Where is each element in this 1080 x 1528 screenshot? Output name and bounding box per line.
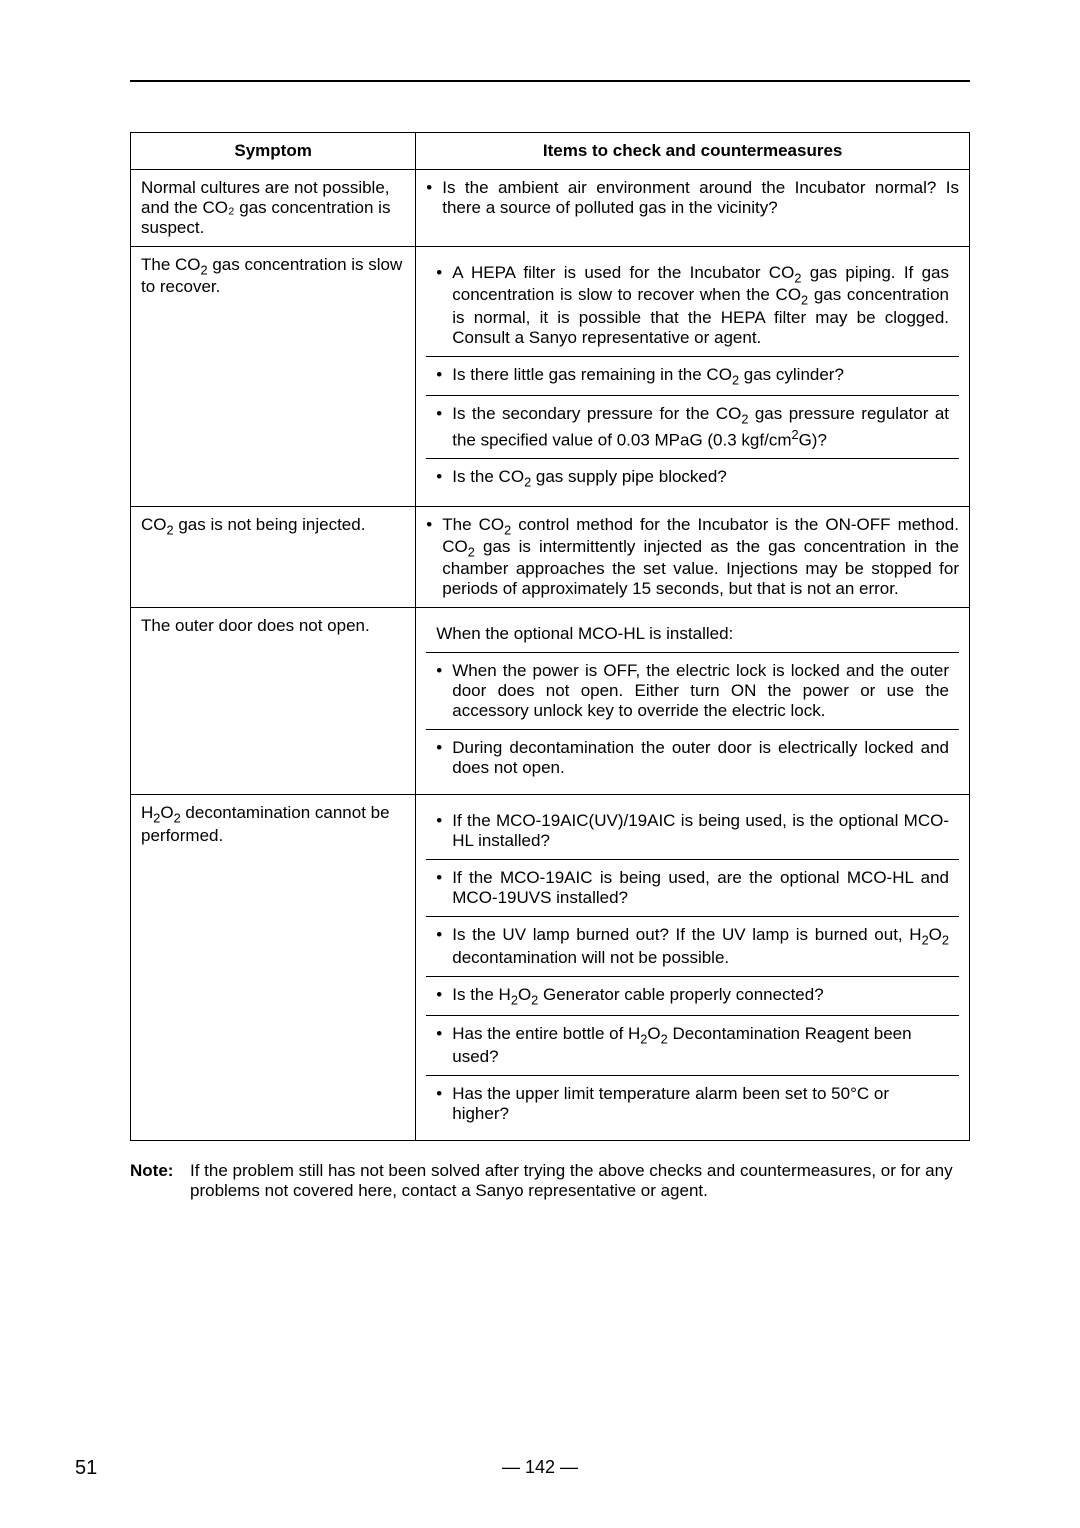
symptom-cell: Normal cultures are not possible, and th…: [131, 170, 416, 247]
items-text: When the optional MCO-HL is installed:: [426, 616, 959, 653]
items-cell: •Is the ambient air environment around t…: [416, 170, 970, 247]
troubleshooting-table: Symptom Items to check and countermeasur…: [130, 132, 970, 1141]
note-text: If the problem still has not been solved…: [190, 1161, 970, 1201]
symptom-cell: H2O2 decontamination cannot be performed…: [131, 795, 416, 1140]
header-items: Items to check and countermeasures: [416, 133, 970, 170]
page-number-left: 51: [75, 1457, 97, 1480]
table-row: The outer door does not open. When the o…: [131, 608, 970, 795]
symptom-cell: The CO2 gas concentration is slow to rec…: [131, 247, 416, 507]
table-row: The CO2 gas concentration is slow to rec…: [131, 247, 970, 507]
top-rule: [130, 80, 970, 82]
table-row: H2O2 decontamination cannot be performed…: [131, 795, 970, 1140]
items-cell: When the optional MCO-HL is installed: •…: [416, 608, 970, 795]
items-cell: •The CO2 control method for the Incubato…: [416, 506, 970, 608]
table-row: CO2 gas is not being injected. •The CO2 …: [131, 506, 970, 608]
page-number-center: — 142 —: [0, 1457, 1080, 1478]
footer: 51 — 142 —: [0, 1457, 1080, 1478]
symptom-cell: The outer door does not open.: [131, 608, 416, 795]
note-label: Note:: [130, 1161, 190, 1201]
header-symptom: Symptom: [131, 133, 416, 170]
table-row: Normal cultures are not possible, and th…: [131, 170, 970, 247]
items-cell: •A HEPA filter is used for the Incubator…: [416, 247, 970, 507]
symptom-cell: CO2 gas is not being injected.: [131, 506, 416, 608]
items-cell: •If the MCO-19AIC(UV)/19AIC is being use…: [416, 795, 970, 1140]
note-block: Note: If the problem still has not been …: [130, 1161, 970, 1201]
